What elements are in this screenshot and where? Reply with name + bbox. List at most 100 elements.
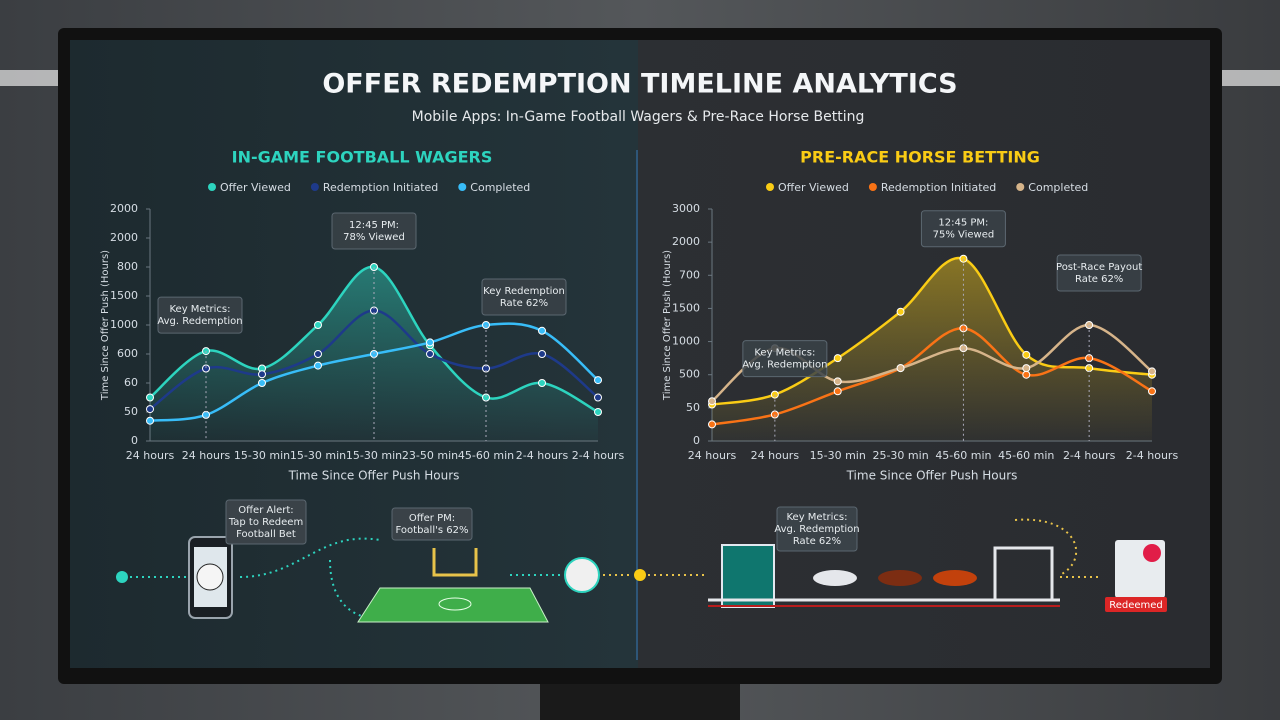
legend-marker (868, 183, 877, 191)
legend-marker (766, 183, 774, 191)
note-text: Key Metrics: (787, 512, 848, 523)
point (594, 376, 602, 385)
ceiling-light (0, 70, 60, 86)
legend-label: Redemption Initiated (881, 181, 996, 194)
annotation-box (742, 340, 828, 378)
line (711, 256, 1153, 406)
point (959, 324, 968, 333)
point (146, 393, 154, 402)
point (896, 364, 905, 373)
x-tick-label: 15-30 min (290, 449, 346, 462)
point (594, 393, 602, 402)
annotation-box (481, 278, 567, 316)
flow-diagram: Redeemed (116, 518, 1167, 623)
goalpost (432, 548, 478, 577)
legend-label: Completed (1028, 181, 1088, 194)
horse (813, 570, 857, 586)
point (833, 354, 842, 363)
point (594, 408, 602, 416)
y-tick-label: 1500 (672, 301, 700, 314)
legend-label: Offer Viewed (778, 181, 849, 194)
chart-title: PRE-RACE HORSE BETTING (800, 148, 1040, 167)
point (1022, 370, 1031, 379)
finish-arch (993, 546, 1054, 600)
annotation-box (331, 212, 417, 250)
annotation-text: Rate 62% (1075, 274, 1123, 285)
annotation-text: Key Redemption (483, 286, 565, 297)
annotation-box (920, 210, 1006, 248)
y-tick-label: 2000 (110, 202, 138, 215)
point (1148, 367, 1156, 376)
legend-marker (458, 183, 467, 191)
x-tick-label: 24 hours (182, 449, 231, 462)
y-tick-label: 1000 (672, 335, 700, 348)
ceiling-light (1222, 70, 1280, 86)
x-tick-label: 45-60 min (458, 449, 514, 462)
football (196, 563, 224, 591)
flow-connector (239, 537, 381, 578)
annotation-text: 12:45 PM: (938, 218, 988, 229)
annotation-box (1056, 254, 1142, 292)
legend-label: Offer Viewed (220, 181, 291, 194)
note-box (391, 507, 473, 541)
note-text: Offer Alert: (238, 505, 293, 516)
y-tick-label: 800 (117, 260, 138, 273)
point (833, 387, 842, 396)
note-text: Tap to Redeem (228, 517, 303, 528)
flow-note: Offer PM:Football's 62% (391, 507, 473, 541)
point (146, 416, 154, 425)
note-text: Avg. Redemption (774, 524, 859, 535)
horse (933, 570, 977, 586)
annotation-text: Rate 62% (500, 298, 548, 309)
point (258, 370, 266, 379)
annotation: Key Metrics:Avg. Redemption (157, 296, 243, 334)
y-axis-label: Time Since Offer Push (Hours) (662, 250, 673, 401)
point (770, 410, 779, 419)
x-tick-label: 45-60 min (998, 449, 1054, 462)
y-tick-label: 700 (679, 268, 700, 281)
note-text: Offer PM: (409, 513, 455, 524)
y-tick-label: 3000 (672, 202, 700, 215)
monitor-stand (540, 680, 740, 720)
point (1022, 364, 1031, 373)
legend-marker (1016, 183, 1025, 191)
x-tick-label: 2-4 hours (572, 449, 625, 462)
point (314, 361, 322, 370)
legend-marker (310, 183, 319, 191)
y-tick-label: 1000 (110, 318, 138, 331)
x-tick-label: 2-4 hours (1063, 449, 1116, 462)
y-tick-label: 2000 (672, 235, 700, 248)
point (146, 405, 154, 414)
point (314, 350, 322, 358)
page-title: OFFER REDEMPTION TIMELINE ANALYTICS (322, 69, 957, 100)
legend-label: Redemption Initiated (323, 181, 438, 194)
y-tick-label: 1500 (110, 289, 138, 302)
point (426, 350, 434, 358)
point (708, 420, 716, 429)
point (426, 338, 434, 347)
y-tick-label: 0 (131, 434, 138, 447)
annotation-text: Key Metrics: (754, 348, 815, 359)
starting-gate (721, 544, 775, 608)
note-box (225, 499, 307, 545)
redeemed-label: Redeemed (1109, 600, 1163, 611)
redeemed-badge (1105, 597, 1167, 612)
page-subtitle: Mobile Apps: In-Game Football Wagers & P… (412, 109, 865, 125)
point (1022, 350, 1031, 359)
point (538, 350, 546, 358)
y-tick-label: 0 (693, 434, 700, 447)
flow-midpoint (634, 569, 646, 581)
point (1148, 387, 1156, 396)
point (538, 326, 546, 335)
line (711, 327, 1153, 426)
y-tick-label: 60 (124, 376, 138, 389)
x-tick-label: 45-60 min (935, 449, 991, 462)
y-tick-label: 50 (686, 401, 700, 414)
note-text: Rate 62% (793, 536, 841, 547)
y-tick-label: 50 (124, 405, 138, 418)
x-tick-label: 24 hours (688, 449, 737, 462)
flow-start (116, 571, 128, 583)
